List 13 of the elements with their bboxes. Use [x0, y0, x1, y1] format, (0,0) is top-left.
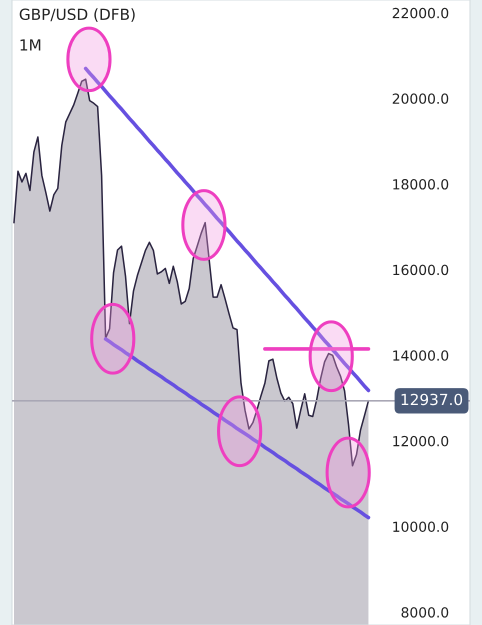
- y-tick-label: 16000.0: [393, 264, 448, 276]
- text: 1M: [20, 39, 40, 50]
- y-tick-label: 12000.0: [393, 436, 448, 446]
- y-tick-label: 14000.0: [393, 350, 448, 361]
- y-tick-label: 20000.0: [392, 93, 448, 104]
- y-tick-label: 8000.0: [402, 607, 448, 618]
- line-series: [104, 337, 370, 520]
- y-tick-label: 18000.0: [393, 179, 448, 190]
- line-series: [84, 66, 370, 392]
- chart-title: GBP/USD (DFB): [20, 8, 135, 22]
- ref-line-label: 12937.0: [402, 394, 462, 406]
- y-tick-label: 10000.0: [393, 522, 448, 532]
- y-tick-label: 22000.0: [392, 8, 448, 18]
